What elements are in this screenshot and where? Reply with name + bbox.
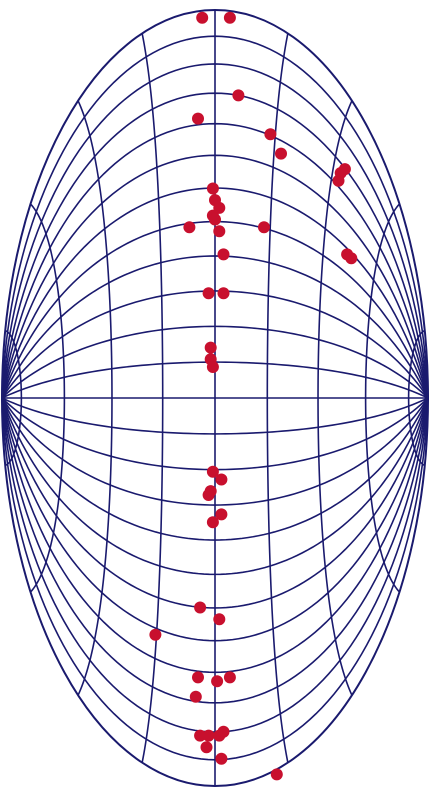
data-point-33 bbox=[149, 628, 162, 641]
parallel-line-1 bbox=[29, 203, 66, 593]
data-point-21 bbox=[217, 287, 230, 300]
data-point-34 bbox=[192, 671, 204, 684]
data-point-43 bbox=[215, 752, 228, 765]
data-point-38 bbox=[194, 729, 207, 742]
data-point-31 bbox=[194, 601, 207, 614]
data-point-20 bbox=[202, 287, 215, 300]
data-point-30 bbox=[206, 516, 219, 529]
data-point-19 bbox=[345, 252, 358, 265]
data-point-39 bbox=[202, 729, 215, 742]
data-point-1 bbox=[223, 11, 236, 24]
parallel-line-3 bbox=[141, 33, 164, 763]
data-point-28 bbox=[202, 489, 215, 501]
data-point-0 bbox=[196, 11, 209, 24]
data-point-35 bbox=[211, 675, 224, 688]
data-point-25 bbox=[206, 465, 219, 478]
data-point-44 bbox=[270, 768, 283, 781]
parallel-line-6 bbox=[317, 100, 353, 696]
data-point-17 bbox=[217, 248, 230, 261]
parallel-line-0 bbox=[4, 329, 23, 467]
data-point-22 bbox=[204, 341, 217, 354]
data-point-26 bbox=[215, 473, 228, 486]
data-point-29 bbox=[215, 508, 228, 521]
data-point-8 bbox=[332, 174, 345, 187]
data-point-14 bbox=[183, 221, 196, 234]
data-point-5 bbox=[275, 147, 287, 160]
data-point-36 bbox=[223, 671, 236, 684]
data-points bbox=[149, 11, 358, 781]
data-point-3 bbox=[192, 112, 204, 125]
data-point-42 bbox=[200, 741, 213, 754]
graticule-grid bbox=[1, 9, 429, 787]
data-point-7 bbox=[338, 163, 351, 176]
parallel-line-2 bbox=[77, 100, 113, 696]
data-point-37 bbox=[189, 690, 202, 703]
parallel-line-8 bbox=[407, 329, 426, 467]
data-point-9 bbox=[206, 182, 219, 195]
data-point-13 bbox=[209, 213, 221, 226]
data-point-32 bbox=[213, 613, 226, 626]
data-point-16 bbox=[258, 221, 270, 234]
data-point-2 bbox=[232, 89, 245, 102]
data-point-4 bbox=[264, 128, 277, 141]
data-point-24 bbox=[206, 361, 219, 373]
map-boundary bbox=[1, 9, 429, 787]
data-point-41 bbox=[217, 725, 230, 738]
parallel-line-7 bbox=[364, 203, 401, 593]
data-point-15 bbox=[213, 225, 226, 238]
